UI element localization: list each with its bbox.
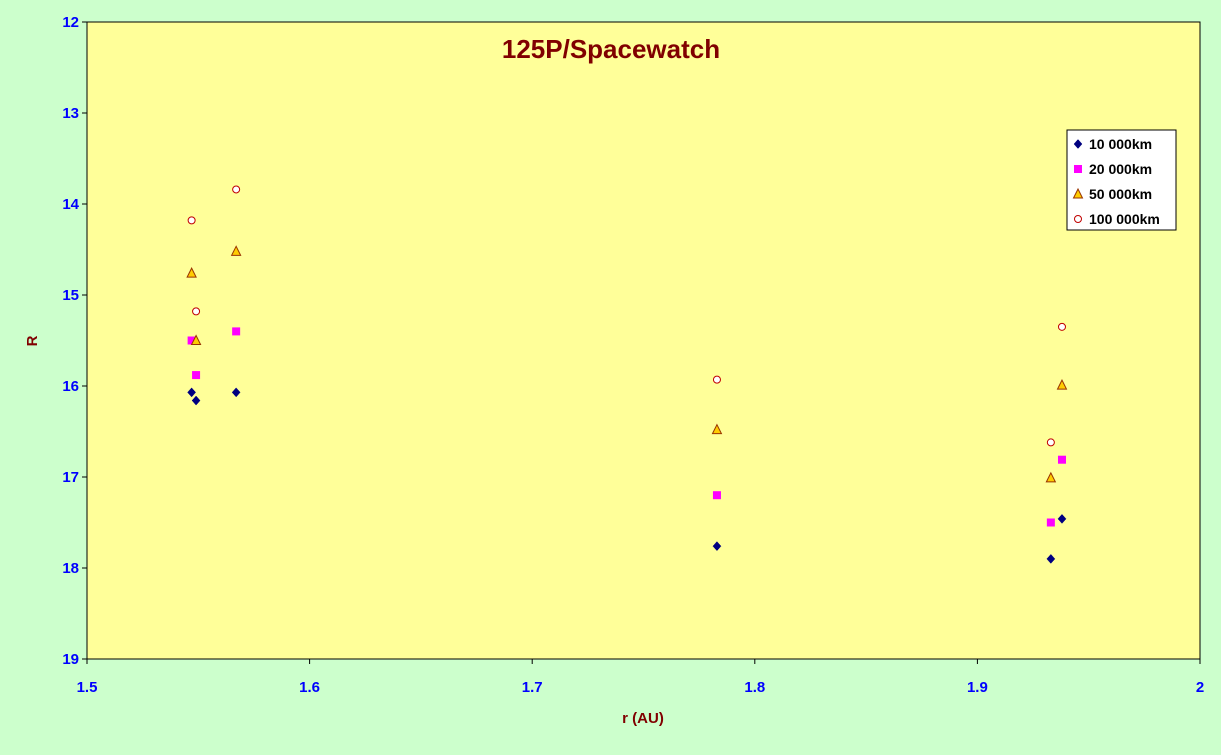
legend-marker-square (1074, 165, 1082, 173)
chart-title: 125P/Spacewatch (502, 34, 720, 64)
axis-ticks: 12 13 14 15 16 17 18 19 1.5 1.6 1.7 1.8 1.9 2 (62, 14, 1204, 696)
data-point-diamond (1057, 513, 1067, 524)
data-point-square (1057, 455, 1066, 464)
data-point-circle (712, 375, 721, 384)
data-point-square (192, 371, 201, 380)
data-point-diamond (712, 541, 722, 552)
legend-marker-circle (1074, 215, 1082, 223)
x-tick-label: 2 (1196, 679, 1204, 696)
y-tick-label: 18 (62, 560, 79, 577)
data-point-diamond (1046, 554, 1056, 564)
data-point-circle (232, 185, 241, 194)
data-point-square (712, 491, 721, 500)
data-point-square (187, 336, 196, 345)
y-tick-label: 19 (62, 651, 79, 668)
legend-label: 10 000km (1089, 136, 1152, 152)
x-tick-label: 1.8 (744, 679, 765, 696)
data-point-triangle (186, 267, 197, 278)
data-point-diamond (231, 387, 241, 398)
data-point-diamond (191, 395, 201, 406)
data-point-circle (192, 307, 201, 316)
y-tick-label: 17 (62, 469, 79, 486)
data-points (186, 185, 1068, 564)
legend-box (1066, 129, 1177, 231)
data-point-triangle (190, 334, 202, 345)
data-point-circle (187, 216, 196, 225)
legend-label: 20 000km (1089, 161, 1152, 177)
data-point-square (232, 327, 241, 336)
legend-label: 50 000km (1089, 186, 1152, 202)
data-point-triangle (1056, 378, 1068, 390)
legend-label: 100 000km (1089, 211, 1160, 227)
y-axis-label: R (24, 335, 41, 346)
legend-marker-diamond (1073, 139, 1083, 149)
data-point-diamond (187, 387, 196, 398)
y-tick-label: 15 (62, 287, 79, 304)
legend-marker-triangle (1072, 187, 1084, 199)
y-tick-label: 16 (62, 378, 79, 395)
x-tick-label: 1.9 (967, 679, 988, 696)
x-tick-label: 1.6 (299, 679, 320, 696)
y-tick-label: 13 (62, 105, 79, 122)
data-point-circle (1057, 322, 1066, 331)
y-tick-label: 14 (62, 196, 79, 213)
x-tick-label: 1.5 (77, 679, 98, 696)
plot-area (86, 21, 1201, 660)
data-point-triangle (1045, 471, 1057, 483)
data-point-triangle (711, 423, 723, 435)
x-tick-label: 1.7 (522, 679, 543, 696)
legend: 10 000km 20 000km 50 000km 100 000km (1066, 129, 1177, 231)
data-point-square (1046, 518, 1055, 527)
x-axis-label: r (AU) (622, 710, 664, 727)
data-point-circle (1046, 438, 1055, 447)
data-point-triangle (230, 245, 242, 256)
y-tick-label: 12 (62, 14, 79, 31)
